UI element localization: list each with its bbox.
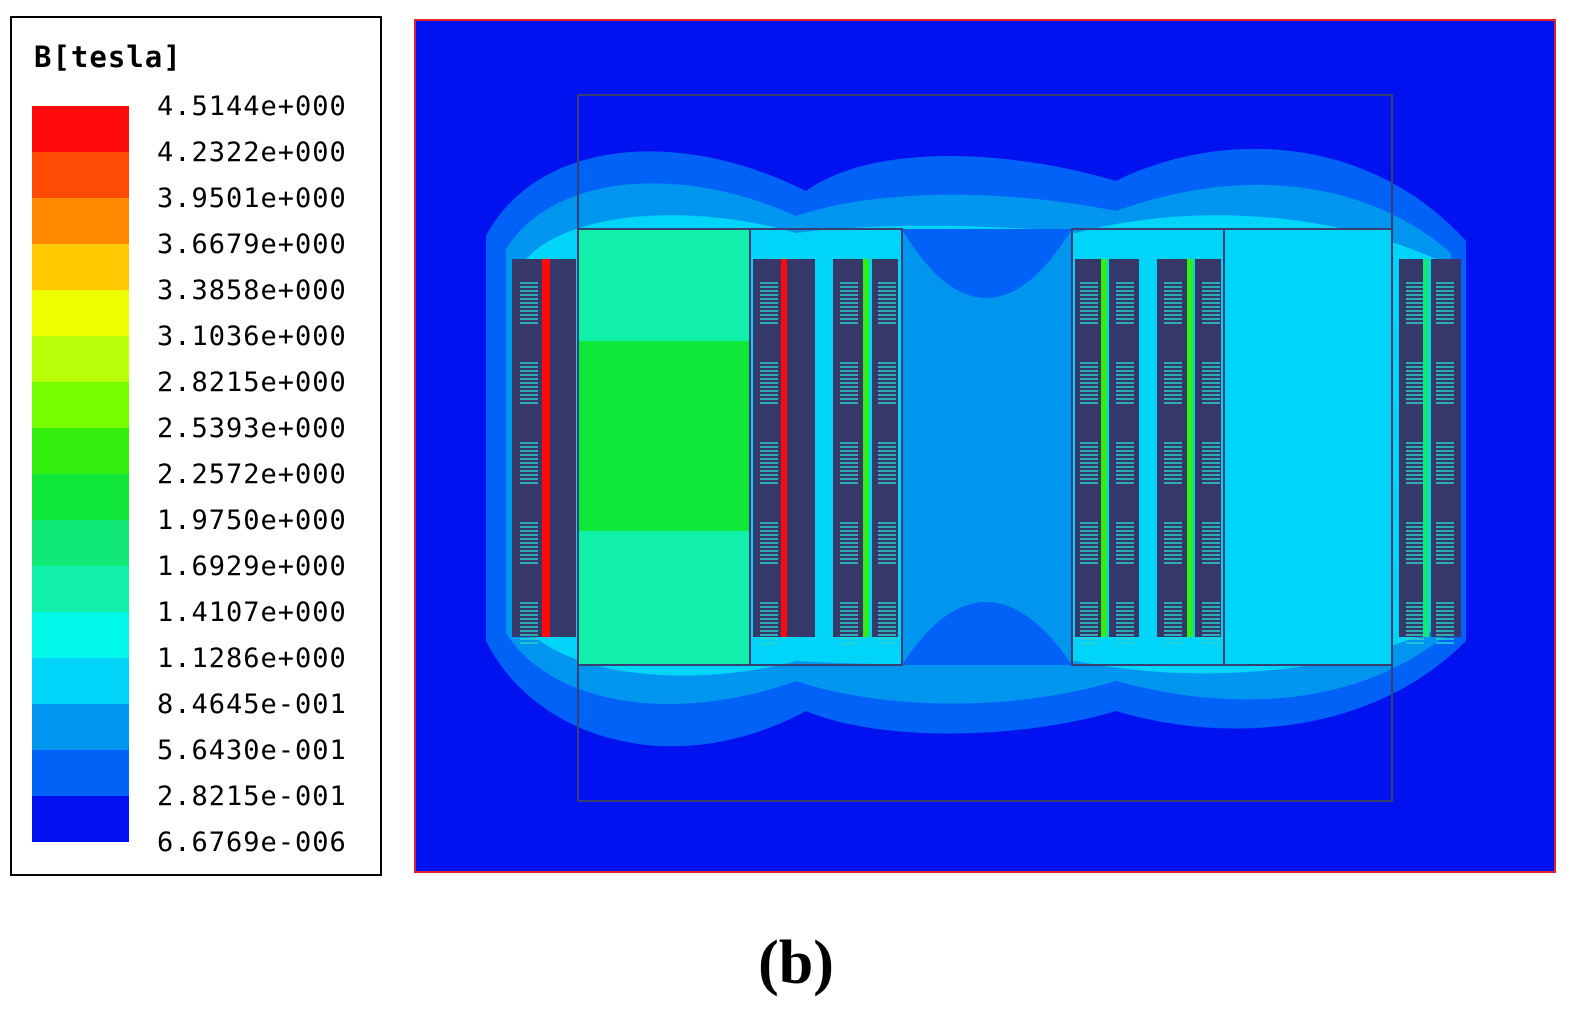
core-window-center-left <box>749 228 903 666</box>
legend-value: 3.1036e+000 <box>157 321 347 352</box>
legend-value: 3.3858e+000 <box>157 275 347 306</box>
legend-swatch <box>32 428 129 474</box>
legend-swatch <box>32 750 129 796</box>
legend-swatch <box>32 658 129 704</box>
legend-value: 3.6679e+000 <box>157 229 347 260</box>
legend-value: 6.6769e-006 <box>157 827 347 858</box>
legend-value: 2.2572e+000 <box>157 459 347 490</box>
legend-swatch <box>32 336 129 382</box>
figure-caption: (b) <box>758 929 834 997</box>
legend-swatch <box>32 566 129 612</box>
legend-swatch <box>32 796 129 842</box>
left-core-leg-hot <box>578 341 750 531</box>
legend-swatch <box>32 290 129 336</box>
legend-value: 2.8215e+000 <box>157 367 347 398</box>
legend-swatch <box>32 474 129 520</box>
legend-swatch <box>32 704 129 750</box>
legend-value: 2.5393e+000 <box>157 413 347 444</box>
legend-swatch <box>32 152 129 198</box>
field-map <box>486 94 1466 802</box>
flux-density-plot <box>414 19 1556 873</box>
field-legend: B[tesla] 4.5144e+000 4.2322e+000 3.9501e+0… <box>10 16 382 876</box>
legend-swatch <box>32 382 129 428</box>
winding-group-4 <box>1399 259 1461 637</box>
legend-swatch <box>32 244 129 290</box>
legend-value: 1.1286e+000 <box>157 643 347 674</box>
legend-value: 4.2322e+000 <box>157 137 347 168</box>
legend-value: 1.9750e+000 <box>157 505 347 536</box>
legend-swatch <box>32 198 129 244</box>
winding-turns <box>520 282 1454 644</box>
legend-title: B[tesla] <box>34 40 182 74</box>
winding-group-3 <box>1075 259 1221 637</box>
legend-value: 8.4645e-001 <box>157 689 347 720</box>
core-window-right <box>1223 228 1393 666</box>
legend-value: 4.5144e+000 <box>157 91 347 122</box>
legend-value: 1.4107e+000 <box>157 597 347 628</box>
right-core-leg-field <box>1224 229 1392 665</box>
legend-value: 3.9501e+000 <box>157 183 347 214</box>
legend-swatch <box>32 106 129 152</box>
center-window-field <box>902 229 1072 665</box>
legend-value: 2.8215e-001 <box>157 781 347 812</box>
legend-swatch <box>32 520 129 566</box>
legend-swatch <box>32 612 129 658</box>
legend-value: 1.6929e+000 <box>157 551 347 582</box>
legend-value: 5.6430e-001 <box>157 735 347 766</box>
winding-group-1 <box>512 259 576 637</box>
winding-group-2 <box>753 259 898 637</box>
